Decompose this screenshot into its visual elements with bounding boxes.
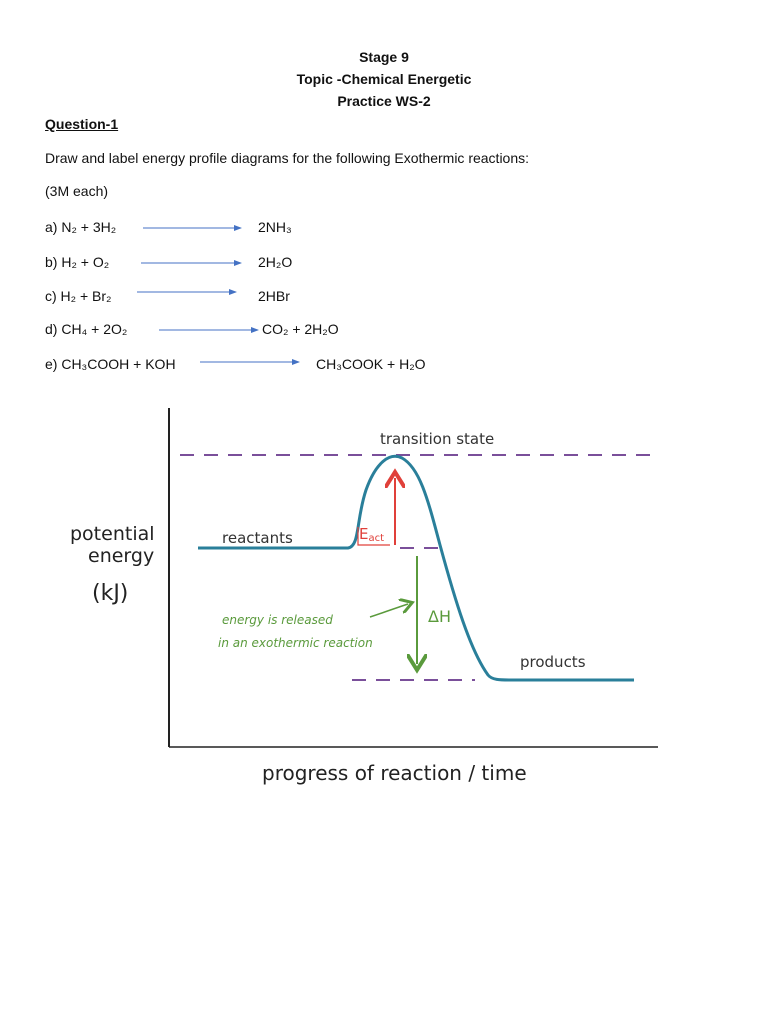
header-line: Stage 9 bbox=[359, 49, 409, 65]
activation-symbol: E bbox=[359, 525, 368, 543]
note-arrow bbox=[369, 604, 408, 618]
y-axis-label: potential bbox=[70, 523, 155, 545]
reactants-label: reactants bbox=[222, 529, 293, 547]
product: CO₂ + 2H₂O bbox=[262, 321, 339, 337]
question-title: Question-1 bbox=[45, 116, 119, 132]
product: CH₃COOK + H₂O bbox=[316, 356, 426, 372]
reactants: d) CH₄ + 2O₂ bbox=[45, 321, 128, 337]
delta-h-label: ΔH bbox=[428, 607, 451, 626]
instruction: Draw and label energy profile diagrams f… bbox=[45, 150, 530, 166]
energy-diagram: transition state reactants products Eact… bbox=[70, 408, 658, 785]
release-note: energy is released bbox=[222, 613, 333, 627]
product: 2HBr bbox=[258, 288, 290, 304]
x-axis-label: progress of reaction / time bbox=[262, 761, 527, 785]
activation-box bbox=[357, 527, 390, 546]
energy-curve bbox=[198, 455, 634, 682]
products-label: products bbox=[520, 653, 586, 671]
reactants: b) H₂ + O₂ bbox=[45, 254, 110, 270]
reactants: e) CH₃COOH + KOH bbox=[45, 356, 176, 372]
header-line: Topic -Chemical Energetic bbox=[296, 71, 472, 87]
marks: (3M each) bbox=[45, 183, 109, 199]
y-axis-label: energy bbox=[88, 545, 154, 567]
activation-label: Eact bbox=[359, 525, 384, 544]
y-axis-label: (kJ) bbox=[92, 581, 128, 606]
reaction-arrows bbox=[137, 225, 300, 365]
reactants: a) N₂ + 3H₂ bbox=[45, 219, 117, 235]
release-note: in an exothermic reaction bbox=[218, 636, 373, 650]
product: 2NH₃ bbox=[258, 219, 292, 235]
reactants: c) H₂ + Br₂ bbox=[45, 288, 112, 304]
product: 2H₂O bbox=[258, 254, 293, 270]
activation-subscript: act bbox=[368, 533, 384, 544]
dashed-levels bbox=[180, 454, 650, 681]
header-line: Practice WS-2 bbox=[337, 93, 431, 109]
transition-state-label: transition state bbox=[380, 430, 494, 448]
